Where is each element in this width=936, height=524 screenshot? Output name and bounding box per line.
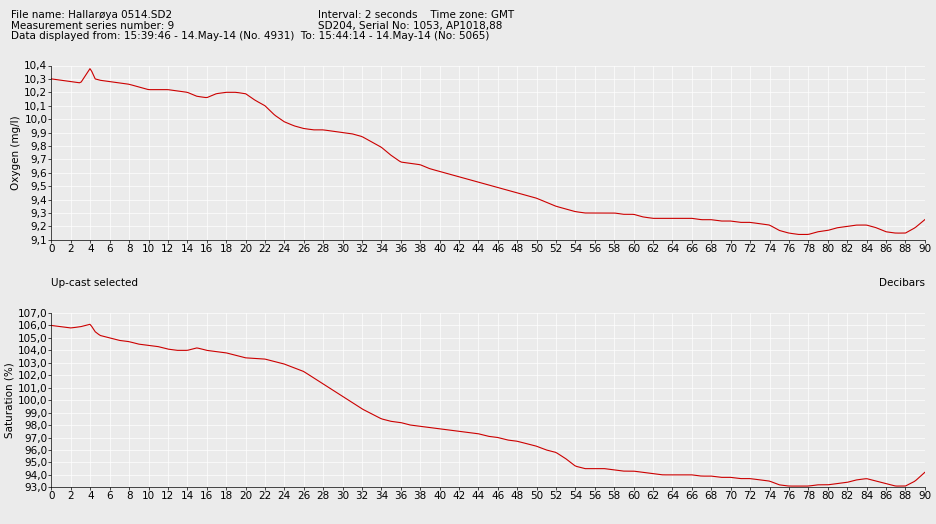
Text: Data displayed from: 15:39:46 - 14.May-14 (No. 4931)  To: 15:44:14 - 14.May-14 (: Data displayed from: 15:39:46 - 14.May-1…	[11, 31, 490, 41]
Text: Up-cast selected: Up-cast selected	[51, 278, 139, 288]
Y-axis label: Saturation (%): Saturation (%)	[5, 362, 15, 438]
Text: File name: Hallarøya 0514.SD2: File name: Hallarøya 0514.SD2	[11, 10, 172, 20]
Text: Interval: 2 seconds    Time zone: GMT: Interval: 2 seconds Time zone: GMT	[318, 10, 515, 20]
Text: Measurement series number: 9: Measurement series number: 9	[11, 21, 174, 31]
Text: SD204, Serial No: 1053, AP1018,88: SD204, Serial No: 1053, AP1018,88	[318, 21, 503, 31]
Text: Decibars: Decibars	[879, 278, 925, 288]
Y-axis label: Oxygen (mg/l): Oxygen (mg/l)	[11, 115, 22, 190]
